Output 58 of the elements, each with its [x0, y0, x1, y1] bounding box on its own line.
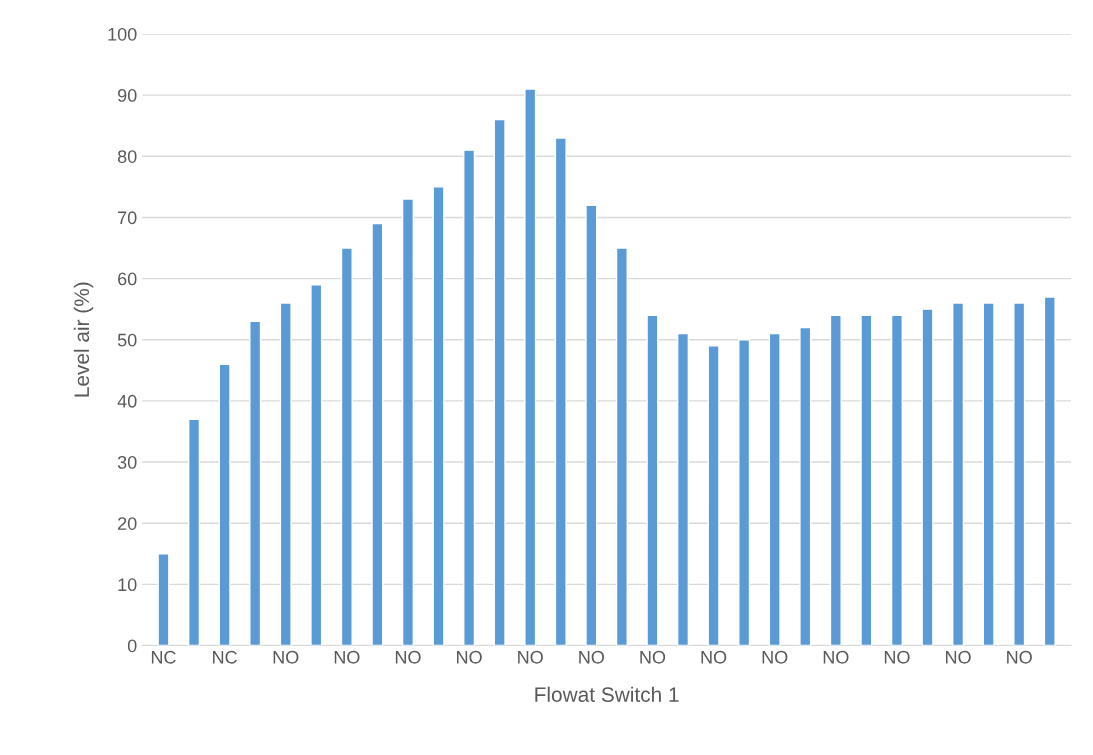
bar [249, 320, 262, 646]
y-axis-title: Level air (%) [73, 282, 94, 397]
bar [799, 326, 812, 646]
x-tick-label: NC [213, 650, 237, 664]
bar [768, 332, 781, 646]
bar [279, 302, 292, 646]
bar [707, 345, 720, 646]
bar [340, 247, 353, 646]
y-tick-label: 60 [118, 272, 137, 286]
x-tick-label: NO [946, 650, 971, 664]
y-tick-label: 100 [108, 27, 137, 41]
bar [646, 314, 659, 646]
bar [1043, 296, 1056, 646]
x-tick-label: NO [640, 650, 666, 664]
bar [524, 88, 537, 646]
x-axis-title: Flowat Switch 1 [535, 686, 679, 702]
bar [310, 284, 323, 646]
y-tick-label: 70 [118, 211, 137, 225]
x-tick-label: NO [579, 650, 605, 664]
bar [401, 198, 415, 646]
x-tick-label: NO [334, 650, 360, 664]
bar [188, 418, 201, 646]
x-tick-label: NO [823, 650, 849, 664]
bar [615, 247, 628, 646]
bar [1013, 302, 1026, 646]
bar [890, 314, 903, 646]
bar [982, 302, 995, 646]
x-tick-label: NO [518, 650, 543, 664]
y-tick-label: 50 [117, 333, 137, 347]
bar [952, 302, 965, 646]
bar [738, 339, 751, 646]
x-tick-label: NO [762, 650, 788, 664]
y-tick-label: 30 [117, 455, 137, 469]
bar [554, 137, 567, 646]
bar [829, 314, 842, 646]
y-tick-label: 0 [127, 639, 137, 653]
bar [676, 332, 690, 646]
x-tick-label: NO [273, 650, 299, 664]
bar [218, 363, 231, 646]
y-tick-label: 40 [117, 394, 137, 408]
bar [921, 308, 934, 646]
bar [371, 222, 384, 646]
x-tick-label: NO [884, 650, 910, 664]
bar [432, 186, 445, 646]
y-tick-label: 10 [118, 578, 137, 592]
x-tick-label: NO [457, 650, 482, 664]
bar [157, 553, 170, 646]
bar [493, 118, 506, 646]
y-tick-label: 90 [117, 89, 137, 102]
bar [860, 314, 873, 646]
x-tick-label: NO [395, 650, 421, 664]
x-tick-label: NO [701, 650, 727, 664]
x-tick-label: NC [151, 650, 176, 664]
y-tick-label: 80 [117, 150, 137, 164]
bar [585, 204, 598, 646]
bar [463, 149, 476, 646]
y-tick-label: 20 [118, 517, 137, 530]
x-tick-label: NO [1007, 650, 1032, 664]
